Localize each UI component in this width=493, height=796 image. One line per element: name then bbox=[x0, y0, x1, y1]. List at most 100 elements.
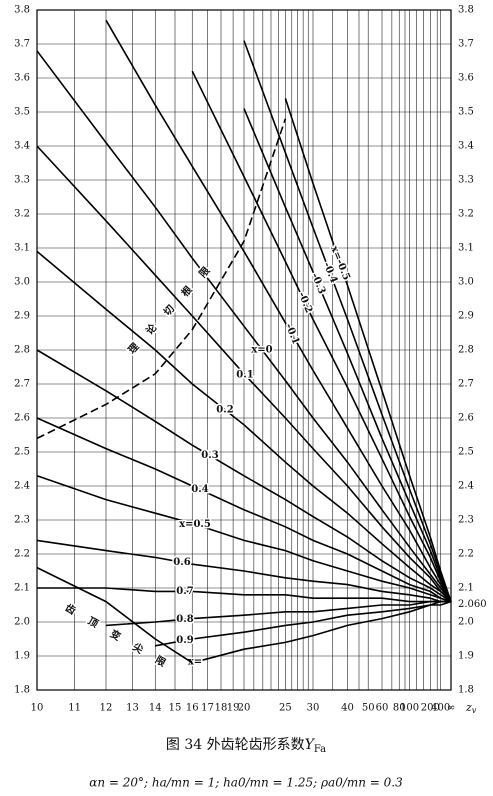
y-tick-label-right: 3.6 bbox=[458, 73, 474, 84]
limit-line bbox=[36, 566, 193, 664]
y-tick-label-right: 3.7 bbox=[458, 39, 474, 50]
curve bbox=[192, 604, 441, 664]
curve bbox=[36, 250, 442, 593]
x-tick-label: 60 bbox=[376, 703, 389, 714]
y-tick-label-right: 3.1 bbox=[458, 243, 474, 254]
y-tick-label-right: 2.6 bbox=[458, 413, 474, 424]
x-tick-label: 25 bbox=[279, 703, 292, 714]
curve-label: 0.1 bbox=[236, 369, 253, 380]
y-tick-label-right: 2.9 bbox=[458, 311, 474, 322]
x-tick-label: 100 bbox=[400, 703, 419, 714]
curve-label: 0.8 bbox=[176, 614, 193, 625]
curve bbox=[36, 349, 442, 596]
y-tick-label: 2.0 bbox=[14, 617, 30, 628]
curve bbox=[155, 600, 441, 647]
x-tick-label: 40 bbox=[341, 703, 354, 714]
y-tick-label: 3.5 bbox=[14, 107, 30, 118]
y-tick-label-right: 2.0 bbox=[458, 617, 474, 628]
x-tick-label: 16 bbox=[186, 703, 199, 714]
y-tick-label-right: 3.0 bbox=[458, 277, 474, 288]
convergence-label: 2.060 bbox=[458, 599, 487, 610]
x-tick-label: 17 bbox=[201, 703, 214, 714]
x-tick-label: 19 bbox=[227, 703, 240, 714]
y-tick-label: 3.2 bbox=[14, 209, 30, 220]
curve-label: -0.3 bbox=[309, 272, 327, 296]
x-label-text: z bbox=[465, 701, 472, 714]
y-tick-label: 2.2 bbox=[14, 549, 30, 560]
curve bbox=[105, 600, 441, 627]
limit-label: 齿顶变尖限 bbox=[63, 601, 182, 677]
footnote: αn = 20°; ha/mn = 1; ha0/mn = 1.25; ρa0/… bbox=[89, 776, 403, 790]
x-tick-label: 20 bbox=[238, 703, 251, 714]
curve bbox=[191, 70, 442, 582]
x-tick-label: 15 bbox=[169, 703, 182, 714]
x-tick-label: 14 bbox=[149, 703, 162, 714]
curve bbox=[36, 145, 442, 592]
y-tick-label-right: 2.2 bbox=[458, 549, 474, 560]
curve-label: 0.9 bbox=[176, 635, 193, 646]
x-tick-label: 11 bbox=[68, 703, 81, 714]
x-tick-label: 10 bbox=[31, 703, 44, 714]
y-tick-label-right: 1.9 bbox=[458, 651, 474, 662]
y-tick-label-right: 2.3 bbox=[458, 515, 474, 526]
curve-label: 0.6 bbox=[173, 557, 190, 568]
chart-title: 图 34 外齿轮齿形系数YFa bbox=[166, 737, 326, 755]
x-tick-label: 400 bbox=[431, 703, 450, 714]
curve bbox=[37, 587, 441, 603]
x-tick-label: 30 bbox=[307, 703, 320, 714]
curve-label: -0.2 bbox=[296, 291, 314, 315]
y-tick-label: 2.5 bbox=[14, 447, 30, 458]
y-tick-label: 3.0 bbox=[14, 277, 30, 288]
y-tick-label-right: 2.5 bbox=[458, 447, 474, 458]
curve-label: x=0.5 bbox=[179, 519, 211, 530]
y-tick-label: 3.1 bbox=[14, 243, 30, 254]
y-tick-label-right: 1.8 bbox=[458, 685, 474, 696]
x-tick-label: 80 bbox=[393, 703, 406, 714]
y-tick-label: 3.8 bbox=[14, 5, 30, 16]
y-tick-label-right: 3.2 bbox=[458, 209, 474, 220]
x-tick-label: 13 bbox=[126, 703, 139, 714]
y-tick-label: 2.9 bbox=[14, 311, 30, 322]
curve-label: 0.3 bbox=[201, 450, 218, 461]
y-tick-label: 3.7 bbox=[14, 39, 30, 50]
title-symbol: Y bbox=[305, 737, 316, 753]
y-tick-label-right: 3.8 bbox=[458, 5, 474, 16]
y-tick-label: 2.4 bbox=[14, 481, 30, 492]
x-tick-label: 12 bbox=[100, 703, 113, 714]
limit-line bbox=[36, 118, 287, 440]
curve-label: x= bbox=[188, 657, 202, 668]
limit-label: 理论切根限 bbox=[125, 252, 223, 356]
x-axis-label: zv bbox=[465, 701, 477, 715]
y-tick-label: 3.3 bbox=[14, 175, 30, 186]
y-tick-label: 1.8 bbox=[14, 685, 30, 696]
y-tick-label: 2.3 bbox=[14, 515, 30, 526]
curve bbox=[36, 417, 442, 599]
x-tick-label: 200 bbox=[421, 703, 440, 714]
y-tick-label-right: 3.4 bbox=[458, 141, 474, 152]
y-tick-label: 2.8 bbox=[14, 345, 30, 356]
curve bbox=[36, 539, 441, 603]
title-text: 图 34 外齿轮齿形系数 bbox=[166, 737, 305, 753]
curve bbox=[284, 98, 442, 572]
x-tick-label: ∞ bbox=[447, 703, 455, 714]
curve bbox=[36, 50, 442, 589]
y-tick-label-right: 2.1 bbox=[458, 583, 474, 594]
y-tick-label-right: 3.3 bbox=[458, 175, 474, 186]
y-tick-label-right: 2.4 bbox=[458, 481, 474, 492]
y-tick-label-right: 2.7 bbox=[458, 379, 474, 390]
x-label-sub: v bbox=[472, 706, 477, 715]
x-tick-label: 18 bbox=[215, 703, 228, 714]
y-tick-label: 2.6 bbox=[14, 413, 30, 424]
curve bbox=[243, 40, 442, 575]
curve bbox=[105, 19, 442, 586]
y-tick-label: 3.4 bbox=[14, 141, 30, 152]
curve-tail bbox=[440, 600, 452, 606]
y-tick-label: 2.7 bbox=[14, 379, 30, 390]
y-tick-label-right: 3.5 bbox=[458, 107, 474, 118]
x-tick-label: 50 bbox=[362, 703, 375, 714]
curve-label: 0.4 bbox=[191, 484, 208, 495]
curve bbox=[36, 475, 441, 599]
y-tick-label: 1.9 bbox=[14, 651, 30, 662]
curve-label: 0.2 bbox=[216, 404, 233, 415]
